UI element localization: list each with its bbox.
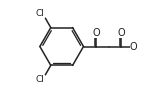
Text: O: O	[117, 28, 125, 38]
Text: O: O	[130, 41, 138, 52]
Text: O: O	[92, 28, 100, 38]
Text: Cl: Cl	[36, 9, 45, 18]
Text: Cl: Cl	[36, 75, 45, 84]
